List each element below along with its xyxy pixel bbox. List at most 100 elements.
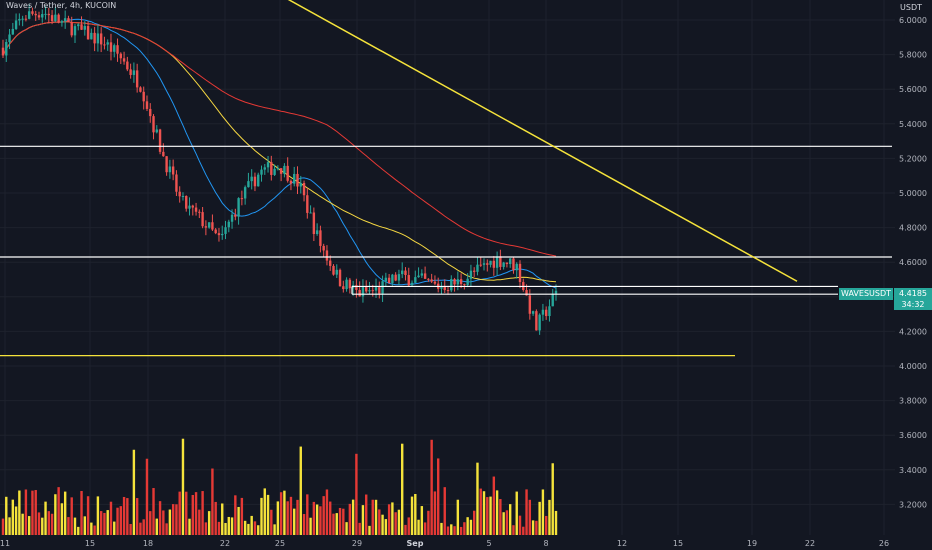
candle-body — [263, 167, 266, 170]
volume-bar — [463, 522, 466, 535]
volume-bar — [440, 522, 443, 535]
candle-body — [329, 260, 332, 266]
volume-bar — [175, 504, 178, 535]
volume-bar — [132, 449, 136, 535]
candle-body — [276, 168, 280, 170]
candle-body — [404, 270, 407, 276]
volume-bar — [531, 520, 535, 535]
volume-bar — [152, 488, 155, 535]
volume-bar — [194, 492, 198, 535]
candle-body — [60, 21, 64, 23]
volume-bar — [456, 499, 460, 535]
volume-bar — [391, 502, 394, 535]
candle-body — [152, 116, 155, 133]
candle-body — [325, 250, 329, 261]
volume-bar — [430, 439, 433, 535]
time-axis[interactable]: 11 15 18 22 25 29 Sep 5 8 12 15 19 22 26 — [0, 539, 889, 548]
volume-bar — [63, 491, 67, 535]
volume-bar — [325, 489, 329, 535]
candle-body — [544, 309, 548, 317]
candle-body — [178, 191, 181, 197]
candle-body — [286, 165, 289, 181]
candle-body — [482, 263, 486, 265]
candle-body — [70, 22, 73, 36]
candle-body — [365, 287, 368, 292]
volume-bar — [397, 509, 401, 535]
candle-body — [332, 265, 335, 275]
candle-body — [312, 212, 316, 234]
volume-bar — [122, 496, 126, 535]
volume-bar — [50, 513, 54, 535]
time-tick: 22 — [220, 539, 230, 548]
volume-bar — [551, 463, 554, 535]
price-axis[interactable]: 6.0000 5.8000 5.6000 5.4000 5.2000 5.0000 4.80… — [899, 16, 927, 509]
candle-body — [479, 264, 482, 266]
volume-bar — [24, 489, 28, 535]
candle-body — [551, 293, 554, 307]
candle-body — [168, 166, 172, 173]
candle-body — [162, 151, 165, 157]
time-tick: 25 — [275, 539, 285, 548]
volume-bar — [18, 490, 21, 535]
volume-bar — [86, 496, 90, 535]
volume-bar — [47, 511, 51, 535]
volume-bar — [243, 520, 247, 535]
volume-bar — [355, 453, 358, 535]
candle-body — [469, 270, 473, 279]
volume-bar — [345, 522, 348, 535]
volume-bar — [508, 504, 512, 535]
candle-body — [155, 129, 158, 133]
price-tick: 4.6000 — [899, 258, 927, 267]
candle-body — [361, 287, 365, 297]
volume-bar — [450, 524, 453, 535]
candle-body — [518, 263, 522, 283]
candle-body — [499, 256, 502, 267]
volume-bar — [1, 518, 5, 535]
candle-body — [345, 279, 348, 290]
volume-bar — [77, 526, 80, 535]
volume-bar — [374, 499, 378, 535]
volume-bar — [37, 512, 41, 535]
volume-bar — [332, 513, 335, 535]
candle-body — [135, 70, 139, 88]
volume-bar — [538, 501, 541, 535]
volume-bar — [489, 496, 492, 535]
price-tick: 3.8000 — [899, 397, 927, 406]
volume-bar — [296, 499, 299, 535]
volume-bar — [306, 494, 309, 535]
candle-body — [207, 222, 211, 228]
candle-body — [342, 286, 345, 290]
volume-bar — [283, 490, 286, 535]
volume-bar — [417, 519, 420, 535]
price-tick: 5.0000 — [899, 189, 927, 198]
trendline[interactable] — [238, 0, 798, 282]
candle-body — [508, 258, 512, 265]
horizontal-levels[interactable] — [0, 145, 892, 357]
candle-body — [185, 195, 188, 209]
candle-body — [384, 277, 388, 282]
candle-body — [531, 311, 535, 314]
candle-body — [453, 279, 456, 285]
volume-bar — [404, 524, 407, 535]
candle-body — [433, 281, 437, 284]
volume-bar — [299, 446, 302, 535]
volume-bar — [155, 518, 158, 535]
candle-body — [306, 195, 309, 213]
volume-bar — [204, 522, 208, 535]
volume-bar — [387, 504, 391, 535]
candle-body — [122, 58, 126, 62]
volume-bar — [135, 498, 139, 535]
candle-body — [289, 180, 293, 184]
candle-body — [548, 306, 551, 317]
candle-body — [204, 226, 208, 228]
volume-bar — [322, 496, 325, 535]
volume-bar — [106, 510, 109, 535]
candle-body — [211, 222, 214, 230]
volume-bar — [459, 526, 463, 535]
candle-body — [309, 212, 312, 214]
candle-body — [41, 14, 44, 18]
volume-bar — [351, 499, 355, 535]
volume-bar — [486, 497, 489, 535]
price-axis-unit: USDT — [900, 3, 922, 12]
